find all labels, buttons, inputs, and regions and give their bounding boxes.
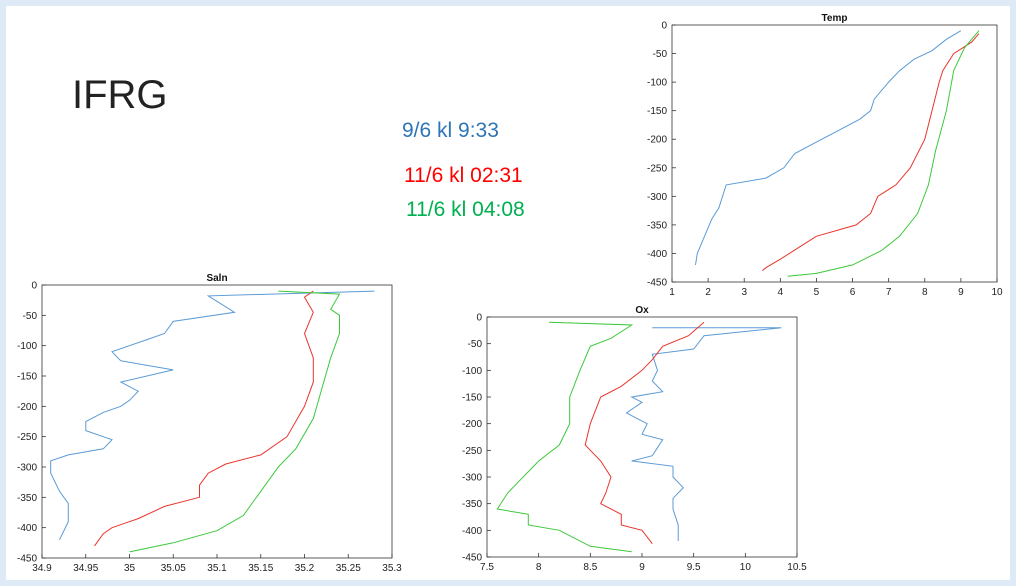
- x-tick-label: 10.5: [787, 562, 807, 573]
- x-tick-label: 35.3: [382, 563, 402, 574]
- legend-label: 11/6 kl 02:31: [404, 164, 523, 187]
- x-tick-label: 8: [922, 287, 928, 298]
- y-tick-label: -150: [462, 393, 482, 404]
- y-tick-label: -350: [462, 499, 482, 510]
- y-tick-label: -300: [647, 192, 667, 203]
- profile-line: [787, 30, 980, 277]
- x-tick-label: 1: [669, 287, 675, 298]
- legend-label: 9/6 kl 9:33: [402, 119, 499, 142]
- y-tick-label: -200: [462, 419, 482, 430]
- y-tick-label: -400: [462, 526, 482, 537]
- chart-title: Temp: [822, 13, 848, 24]
- x-tick-label: 5: [814, 287, 820, 298]
- x-tick-label: 35.15: [248, 563, 273, 574]
- y-tick-label: -200: [17, 402, 37, 413]
- plot-area: [671, 24, 998, 283]
- y-tick-label: -50: [653, 49, 668, 60]
- x-tick-label: 8.5: [583, 562, 597, 573]
- y-tick-label: -100: [17, 341, 37, 352]
- chart-title: Saln: [206, 273, 227, 284]
- x-tick-label: 8: [536, 562, 542, 573]
- y-tick-label: -350: [647, 220, 667, 231]
- profile-line: [584, 321, 705, 545]
- x-tick-label: 35.1: [207, 563, 227, 574]
- y-tick-label: 0: [31, 281, 37, 292]
- y-tick-label: -200: [647, 135, 667, 146]
- x-tick-label: 9: [958, 287, 964, 298]
- plot-area: [41, 284, 393, 559]
- x-tick-label: 35.05: [161, 563, 186, 574]
- y-tick-label: -250: [17, 432, 37, 443]
- x-tick-label: 6: [850, 287, 856, 298]
- x-tick-label: 34.9: [32, 563, 52, 574]
- profile-line: [761, 33, 980, 271]
- plot-area: [486, 316, 798, 558]
- y-tick-label: -450: [17, 554, 37, 565]
- x-tick-label: 3: [741, 287, 747, 298]
- y-tick-label: -400: [17, 523, 37, 534]
- y-tick-label: -250: [647, 163, 667, 174]
- x-tick-label: 35.25: [336, 563, 361, 574]
- y-tick-label: 0: [476, 313, 482, 324]
- x-tick-label: 7.5: [480, 562, 494, 573]
- y-tick-label: -350: [17, 493, 37, 504]
- x-tick-label: 2: [705, 287, 711, 298]
- x-tick-label: 35.2: [295, 563, 315, 574]
- y-tick-label: -450: [462, 553, 482, 564]
- y-tick-label: -100: [462, 366, 482, 377]
- profile-line: [94, 290, 314, 547]
- x-tick-label: 9: [639, 562, 645, 573]
- x-tick-label: 35: [124, 563, 136, 574]
- x-tick-label: 34.95: [73, 563, 98, 574]
- profile-line: [50, 290, 375, 541]
- y-tick-label: 0: [661, 21, 667, 32]
- profile-line: [625, 327, 782, 541]
- y-tick-label: -100: [647, 78, 667, 89]
- y-tick-label: -300: [462, 473, 482, 484]
- x-tick-label: 10: [740, 562, 752, 573]
- chart-title: Ox: [635, 305, 649, 316]
- profile-line: [496, 321, 634, 553]
- x-tick-label: 10: [991, 287, 1003, 298]
- y-tick-label: -150: [647, 106, 667, 117]
- y-tick-label: -50: [468, 339, 483, 350]
- x-tick-label: 7: [886, 287, 892, 298]
- y-tick-label: -300: [17, 463, 37, 474]
- y-tick-label: -150: [17, 372, 37, 383]
- x-tick-label: 9.5: [687, 562, 701, 573]
- y-tick-label: -50: [23, 311, 38, 322]
- y-tick-label: -400: [647, 249, 667, 260]
- x-tick-label: 4: [778, 287, 784, 298]
- y-tick-label: -250: [462, 446, 482, 457]
- profile-line: [129, 290, 341, 553]
- slide-title: IFRG: [72, 73, 168, 117]
- legend-label: 11/6 kl 04:08: [406, 198, 525, 221]
- y-tick-label: -450: [647, 278, 667, 289]
- profile-line: [695, 30, 962, 265]
